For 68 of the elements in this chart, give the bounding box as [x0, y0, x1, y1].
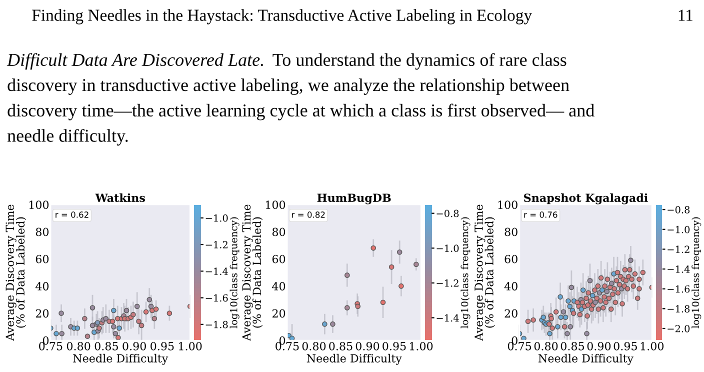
text: needle difficulty. [7, 128, 128, 146]
y-axis-title: Average Discovery Time (% of Data Labeled) [6, 204, 26, 341]
y-tick-label: 20 [36, 309, 49, 318]
y-tick-label: 60 [36, 254, 49, 264]
x-tick-label: 0.80 [66, 342, 90, 350]
x-tick-label: 0.90 [122, 342, 146, 350]
x-tick-label: 0.85 [94, 342, 118, 350]
color-bar-label: −1.2 [668, 246, 690, 254]
text: 11 [678, 10, 692, 21]
color-bar-title: log10(class frequency) [230, 217, 240, 328]
x-axis-title: Needle Difficulty [73, 354, 168, 365]
y-tick-label: 20 [272, 309, 286, 318]
text: Finding Needles in the Haystack: Transductive Active Labeling in Ecology [32, 9, 532, 24]
x-tick-label: 0.95 [150, 342, 174, 350]
x-axis-title: Needle Difficulty [538, 354, 634, 365]
y-axis-title: Average Discovery Time (% of Data Labeled) [242, 204, 263, 341]
x-tick-label: 0.80 [302, 342, 326, 350]
text: discovery time—the active learning cycle at which a class is first observed— and [8, 104, 594, 120]
color-bar-label: −0.8 [436, 210, 459, 218]
color-bar-label: −1.2 [436, 279, 458, 287]
color-bar-label: −1.8 [206, 320, 228, 328]
color-bar-label: −1.6 [206, 294, 228, 302]
y-tick-label: 80 [36, 228, 49, 236]
color-bar-label: −1.2 [206, 241, 228, 248]
y-tick-label: 20 [504, 309, 518, 318]
x-tick-label: 0.90 [356, 342, 380, 350]
y-tick-label: 40 [504, 282, 518, 290]
color-bar-label: −1.4 [206, 268, 228, 275]
x-tick-label: 0.95 [614, 342, 637, 350]
color-bar-label: −1.8 [668, 305, 690, 312]
color-bar-label: −1.0 [206, 214, 228, 222]
y-tick-label: 100 [498, 200, 518, 209]
y-tick-label: 80 [272, 228, 286, 236]
y-tick-label: 40 [36, 282, 49, 290]
chart-title: Watkins [95, 193, 145, 202]
annotation: r = 0.76 [524, 212, 558, 218]
y-tick-label: 60 [272, 254, 286, 264]
color-bar-label: −0.8 [668, 206, 690, 214]
x-tick-label: 0.95 [382, 342, 406, 350]
y-tick-label: 60 [504, 254, 518, 264]
color-bar-label: −1.0 [668, 226, 690, 234]
y-tick-label: 40 [272, 282, 286, 290]
text: discovery in transductive active labeling, we analyze the relationship between [8, 78, 570, 95]
x-axis-title: Needle Difficulty [306, 354, 402, 365]
annotation: r = 0.62 [56, 212, 88, 218]
y-tick-label: 80 [504, 228, 518, 236]
x-tick-label: 0.85 [329, 342, 352, 350]
color-bar-label: −1.6 [668, 285, 690, 293]
x-tick-label: 0.85 [560, 342, 584, 350]
color-bar-label: −1.4 [668, 266, 690, 273]
x-tick-label: 1.00 [410, 342, 433, 350]
chart-title: HumBugDB [317, 194, 391, 204]
color-bar-title: log10(class frequency) [460, 217, 470, 328]
color-bar-title: log10(class frequency) [692, 217, 702, 328]
x-tick-label: 1.00 [179, 342, 202, 350]
chart-title: Snapshot Kgalagadi [524, 193, 648, 204]
text: Difficult Data Are Discovered Late. [6, 53, 263, 70]
x-tick-label: 0.90 [587, 342, 611, 350]
annotation: r = 0.82 [292, 212, 325, 218]
color-bar-label: −1.4 [436, 314, 459, 322]
color-bar-label: −1.0 [436, 244, 459, 252]
x-tick-label: 1.00 [640, 342, 664, 350]
y-tick-label: 100 [266, 200, 286, 209]
y-tick-label: 100 [29, 200, 49, 209]
text: To understand the dynamics of rare class [272, 53, 566, 70]
x-tick-label: 0.80 [534, 342, 558, 350]
y-axis-title: Average Discovery Time (% of Data Labeled) [474, 204, 495, 341]
color-bar-label: −2.0 [668, 324, 690, 332]
